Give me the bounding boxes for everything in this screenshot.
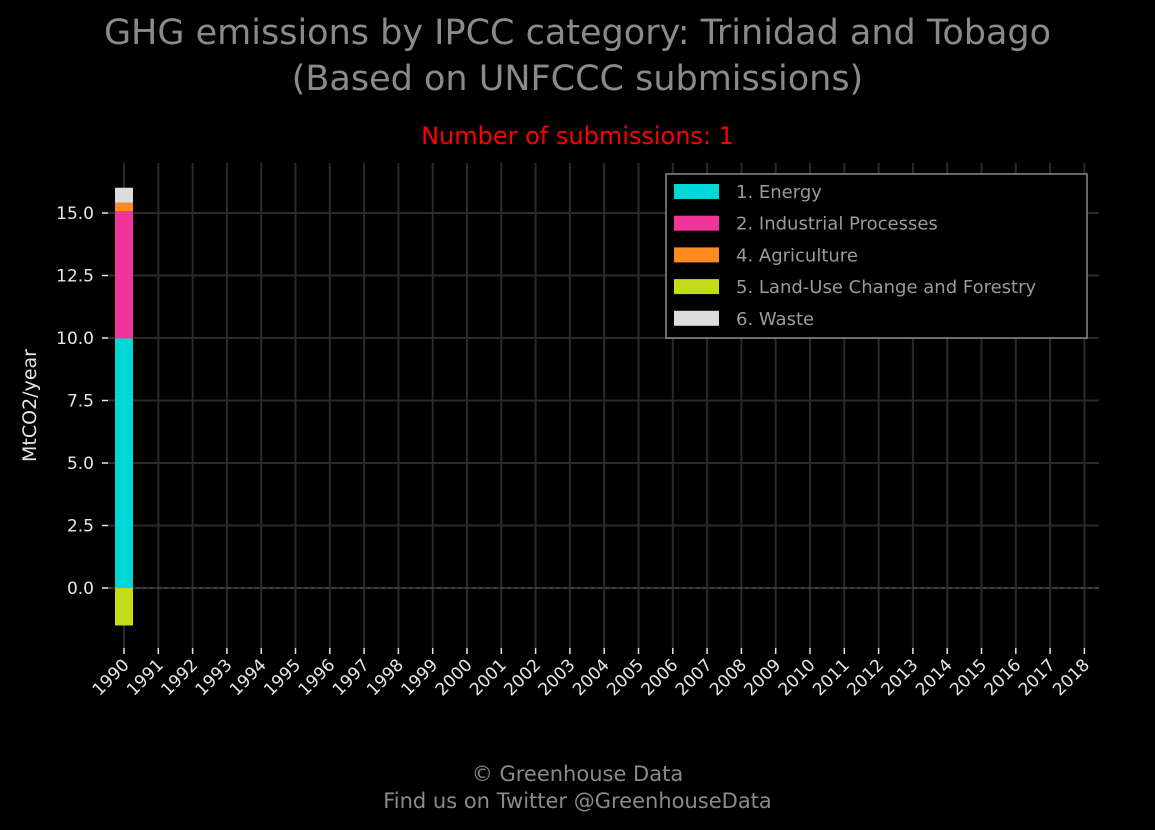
x-tick-label: 1997: [329, 655, 374, 700]
x-tick-label: 1996: [295, 655, 340, 700]
footer-copyright: © Greenhouse Data: [471, 762, 684, 786]
x-tick-label: 2004: [569, 655, 614, 700]
x-tick-label: 2001: [466, 655, 511, 700]
x-tick-label: 2011: [809, 655, 854, 700]
x-tick-label: 2016: [981, 655, 1026, 700]
legend-swatch: [674, 215, 719, 231]
x-tick-label: 2009: [741, 655, 786, 700]
legend-swatch: [674, 184, 719, 199]
legend-entry: 5. Land-Use Change and Forestry: [736, 277, 1036, 298]
legend-swatch: [674, 279, 719, 295]
y-tick-label: 12.5: [56, 267, 94, 287]
legend-swatch: [674, 247, 719, 263]
x-tick-label: 2017: [1015, 655, 1060, 700]
bar-segment: [115, 211, 133, 339]
x-tick-label: 2007: [672, 655, 717, 700]
x-tick-label: 2000: [432, 655, 477, 700]
x-tick-label: 2018: [1049, 655, 1094, 700]
y-tick-label: 15.0: [56, 204, 94, 224]
legend-swatch: [674, 310, 719, 326]
legend: 1. Energy 2. Industrial Processes 4. Agric…: [665, 173, 1088, 339]
x-tick-label: 2005: [603, 655, 648, 700]
legend-entry: 2. Industrial Processes: [736, 214, 938, 235]
chart-svg: 0.02.55.07.510.012.515.0 199019911992199…: [19, 163, 1099, 700]
y-ticks: 0.0 2.5 5.0 7.5 10.0 12.5 15.0: [56, 204, 108, 599]
x-tick-label: 1993: [192, 655, 237, 700]
x-tick-label: 1998: [363, 655, 408, 700]
y-tick-label: 10.0: [56, 329, 94, 349]
bar-segment: [115, 187, 133, 203]
chart-title-line-2: (Based on UNFCCC submissions): [291, 59, 864, 99]
y-axis-label: MtCO2/year: [19, 349, 41, 462]
x-tick-label: 1992: [157, 655, 202, 700]
y-tick-label: 2.5: [67, 517, 94, 537]
bar-segment: [115, 588, 133, 626]
x-tick-label: 2008: [706, 655, 751, 700]
x-tick-label: 1991: [123, 655, 168, 700]
submissions-subtitle: Number of submissions: 1: [421, 122, 734, 150]
legend-entry: 6. Waste: [736, 309, 814, 330]
footer-twitter: Find us on Twitter @GreenhouseData: [383, 789, 772, 813]
chart-title-line-1: GHG emissions by IPCC category: Trinidad…: [103, 13, 1052, 53]
x-tick-label: 2012: [843, 655, 888, 700]
x-tick-label: 2015: [946, 655, 991, 700]
x-tick-label: 2010: [775, 655, 820, 700]
legend-box: [665, 173, 1088, 339]
bars-group: [115, 187, 133, 626]
x-tick-label: 2002: [500, 655, 545, 700]
x-ticks: 1990199119921993199419951996199719981999…: [89, 648, 1094, 700]
bar-segment: [115, 338, 133, 588]
bar-segment: [115, 202, 133, 211]
y-tick-label: 5.0: [67, 454, 94, 474]
x-tick-label: 1995: [260, 655, 305, 700]
x-tick-label: 2003: [535, 655, 580, 700]
x-tick-label: 2013: [878, 655, 923, 700]
y-tick-label: 0.0: [67, 579, 94, 599]
x-tick-label: 1990: [89, 655, 134, 700]
legend-entry: 1. Energy: [736, 182, 822, 203]
legend-entry: 4. Agriculture: [736, 245, 858, 266]
x-tick-label: 2014: [912, 655, 957, 700]
x-tick-label: 1994: [226, 655, 271, 700]
y-tick-label: 7.5: [67, 392, 94, 412]
x-tick-label: 2006: [638, 655, 683, 700]
x-tick-label: 1999: [398, 655, 443, 700]
